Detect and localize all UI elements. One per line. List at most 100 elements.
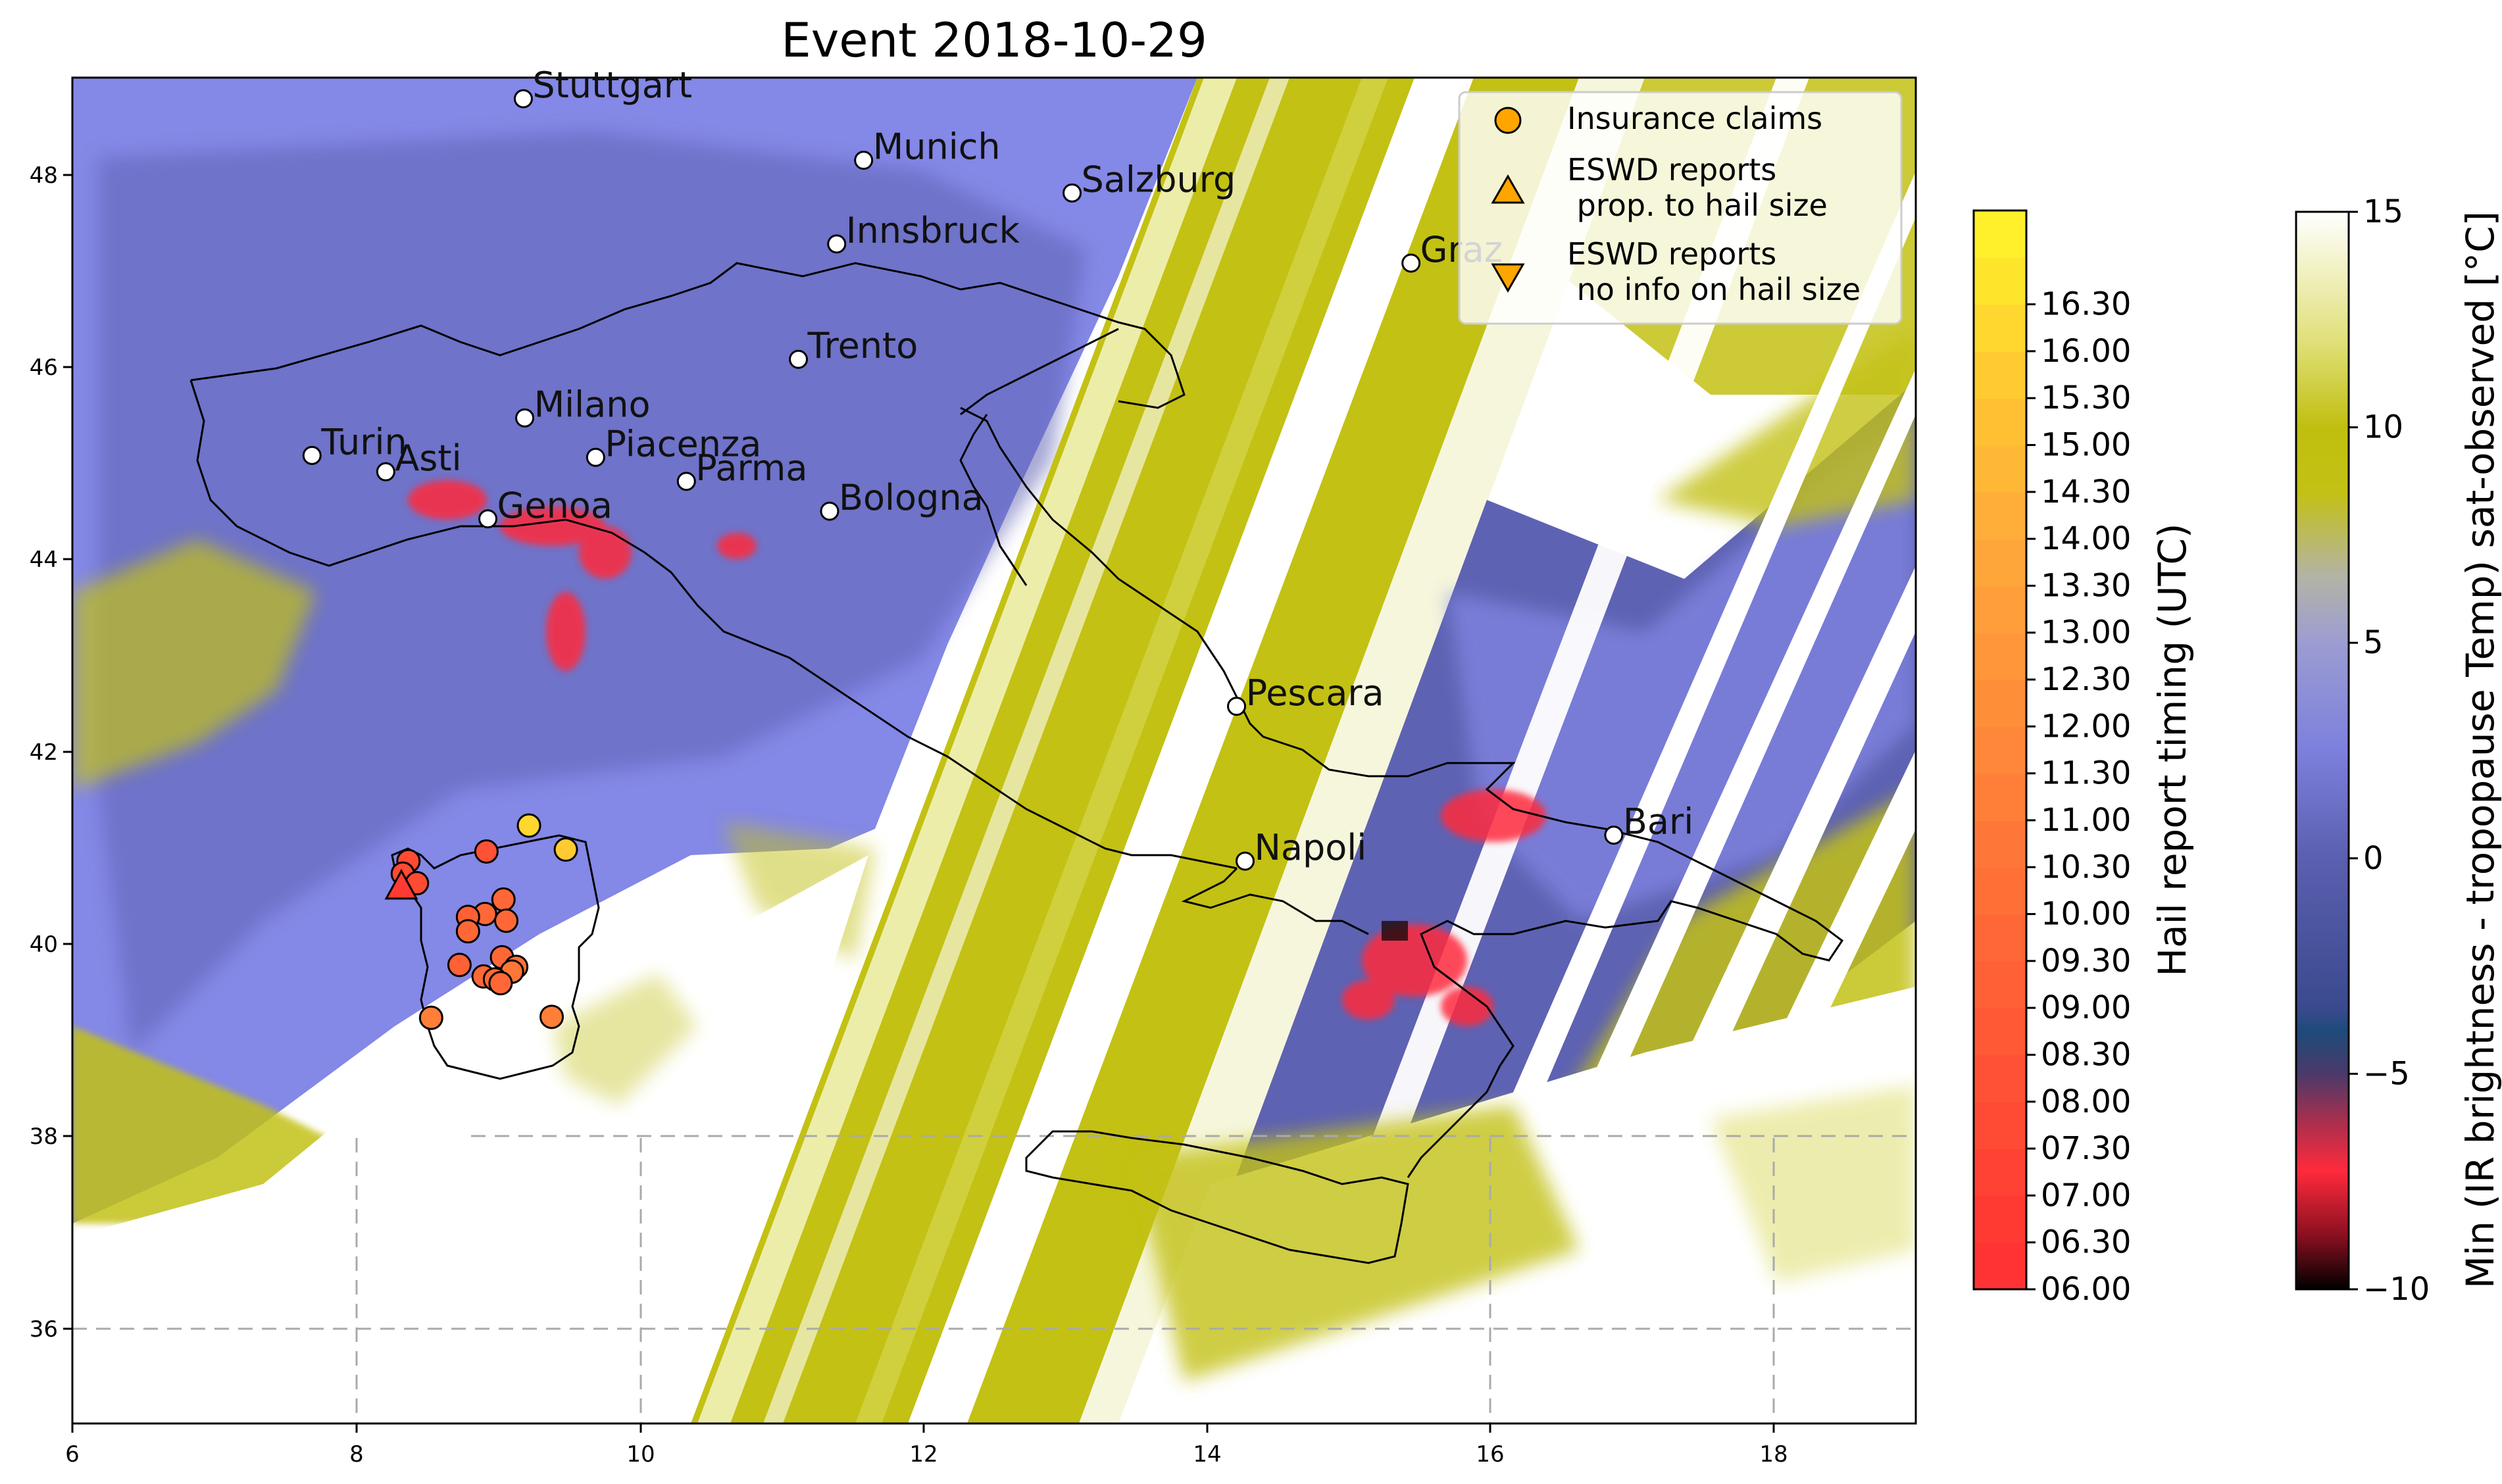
y-tick-label: 36 [30,1316,58,1343]
temperature-tick-label: −5 [2363,1055,2410,1092]
legend-label-eswd-size: ESWD reports prop. to hail size [1567,152,1828,223]
city-trento: Trento [789,325,918,369]
city-label: Napoli [1255,827,1367,868]
city-label: Bologna [839,477,984,518]
city-marker-icon [1063,183,1082,203]
timing-colorbar-segment [1974,304,2026,352]
coastlines [189,262,1844,1264]
city-marker-icon [1604,826,1624,845]
city-marker-icon [586,447,605,467]
y-axis: 36 38 40 42 44 46 48 [30,162,72,1343]
y-tick-label: 46 [30,355,58,381]
hail-report-layer [384,813,578,1030]
x-tick-label: 6 [65,1441,80,1468]
city-munich: Munich [854,126,1001,170]
x-tick-label: 18 [1759,1441,1788,1468]
timing-tick-label: 12.00 [2041,708,2131,745]
y-tick-label: 44 [30,547,58,573]
timing-colorbar-segment [1974,210,2026,259]
timing-colorbar-segment [1974,539,2026,587]
city-marker-icon [827,234,847,254]
timing-colorbar-segment [1974,1101,2026,1150]
y-tick-label: 42 [30,739,58,766]
city-label: Piacenza [605,423,761,464]
insurance-claim-marker [488,971,513,996]
timing-colorbar-segment [1974,914,2026,962]
insurance-claim-marker [494,908,519,933]
city-bologna: Bologna [820,477,984,521]
map-frame [71,76,1917,1425]
timing-tick-label: 11.00 [2041,802,2131,839]
timing-tick-label: 09.00 [2041,989,2131,1026]
timing-tick-label: 06.30 [2041,1224,2131,1261]
legend-triangle-down-icon [1491,263,1525,293]
timing-colorbar-segment [1974,867,2026,915]
city-salzburg: Salzburg [1063,159,1236,203]
timing-colorbar-label: Hail report timing (UTC) [2150,523,2195,976]
timing-tick-label: 09.30 [2041,943,2131,979]
timing-tick-label: 14.30 [2041,474,2131,510]
x-tick-label: 10 [626,1441,655,1468]
city-stuttgart: Stuttgart [513,64,692,109]
y-tick-label: 38 [30,1124,58,1150]
temperature-tick-label: 15 [2363,193,2403,230]
city-label: Milano [534,383,651,425]
x-tick-label: 14 [1193,1441,1221,1468]
city-pescara: Pescara [1227,672,1384,716]
x-axis: 6 8 10 12 14 16 18 [65,1423,1788,1468]
legend-triangle-up-icon [1491,174,1525,204]
timing-tick-label: 12.30 [2041,661,2131,698]
city-label: Genoa [497,485,613,526]
timing-tick-label: 11.30 [2041,755,2131,792]
city-marker-icon [789,349,809,369]
timing-colorbar-segment [1974,585,2026,633]
city-genoa: Genoa [478,485,613,529]
city-layer: StuttgartMunichSalzburgInnsbruckGrazTren… [302,64,1693,871]
legend-circle-icon [1494,107,1522,134]
city-marker-icon [515,408,535,428]
timing-colorbar-segment [1974,351,2026,399]
timing-tick-label: 06.00 [2041,1271,2131,1308]
temperature-tick-label: 10 [2363,409,2403,446]
timing-tick-label: 10.00 [2041,896,2131,933]
city-label: Innsbruck [846,210,1020,251]
city-bari: Bari [1604,801,1693,845]
city-piacenza: Piacenza [586,423,761,467]
city-asti: Asti [376,437,462,482]
timing-tick-label: 07.30 [2041,1130,2131,1167]
city-marker-icon [676,472,696,491]
city-label: Asti [395,437,461,479]
timing-tick-label: 16.00 [2041,333,2131,370]
temperature-tick-label: −10 [2363,1271,2430,1308]
x-tick-label: 12 [909,1441,938,1468]
timing-colorbar-segment [1974,632,2026,681]
city-label: Bari [1623,801,1693,843]
x-tick-label: 16 [1476,1441,1504,1468]
timing-tick-label: 08.00 [2041,1083,2131,1120]
city-label: Munich [873,126,1001,168]
timing-colorbar-segment [1974,960,2026,1009]
timing-tick-label: 14.00 [2041,520,2131,557]
city-label: Turin [320,421,407,462]
city-innsbruck: Innsbruck [827,210,1020,254]
timing-colorbar-segment [1974,1054,2026,1102]
timing-tick-label: 07.00 [2041,1177,2131,1214]
legend-label-eswd-nosize: ESWD reports no info on hail size [1567,236,1861,307]
city-marker-icon [854,151,874,170]
timing-colorbar-segment [1974,257,2026,305]
insurance-claim-marker [474,839,499,864]
city-marker-icon [376,462,395,482]
city-label: Stuttgart [532,64,692,106]
timing-colorbar-segment [1974,680,2026,728]
temperature-tick-label: 0 [2363,840,2384,877]
insurance-claim-marker [491,887,516,912]
timing-colorbar-segment [1974,445,2026,493]
eswd-report-marker [384,868,418,900]
city-turin: Turin [302,421,407,465]
city-label: Pescara [1246,672,1384,714]
city-marker-icon [513,89,533,109]
city-parma: Parma [676,447,807,491]
timing-colorbar-segment [1974,491,2026,540]
y-tick-label: 48 [30,162,58,189]
